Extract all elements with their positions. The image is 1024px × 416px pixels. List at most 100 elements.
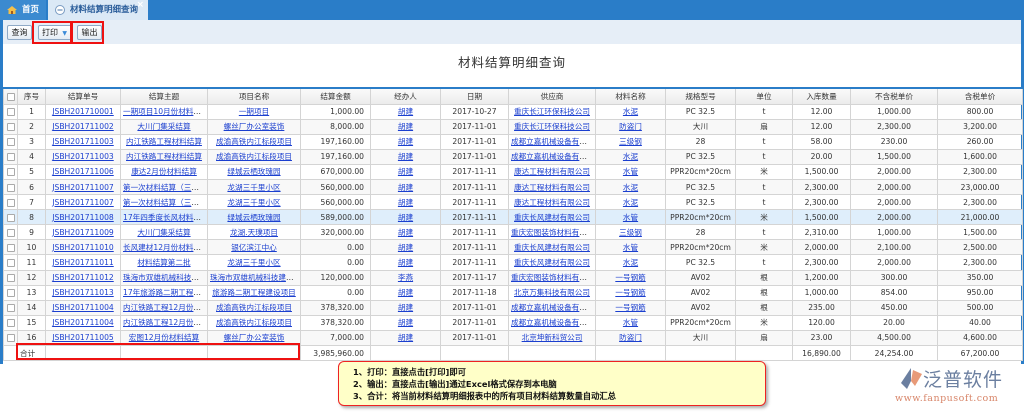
cell-link[interactable]: 珠海市双雄机械科技建设项目 <box>210 273 301 283</box>
cell-link[interactable]: 重庆宏图装饰材料有限公司 <box>511 227 596 237</box>
cell-link[interactable]: 一号钢筋 <box>615 303 646 313</box>
cell-link[interactable]: 康达工程材料有限公司 <box>514 182 590 192</box>
cell-link[interactable]: JSBH201711006 <box>52 167 114 177</box>
tab-home[interactable]: 首页 <box>0 0 46 20</box>
cell-link[interactable]: JSBH201711003 <box>52 152 114 162</box>
cell-link[interactable]: 一号钢筋 <box>615 273 646 283</box>
tab-material-settlement[interactable]: 材料结算明细查询 × <box>48 0 148 20</box>
cell-link[interactable]: JSBH201711003 <box>52 137 114 147</box>
checkbox[interactable] <box>6 228 15 237</box>
cell-link[interactable]: 胡建 <box>397 303 414 313</box>
cell-link[interactable]: 重庆长江环保科技公司 <box>514 122 590 132</box>
cell-link[interactable]: 康达工程材料有限公司 <box>514 197 590 207</box>
cell-link[interactable]: JSBH201711011 <box>52 257 114 267</box>
cell-link[interactable]: 胡建 <box>397 288 414 298</box>
cell-link[interactable]: 胡建 <box>397 152 414 162</box>
table-row[interactable]: 11 JSBH201711011 材料结算第二批 龙湖三千里小区 0.00 胡建 2017-… <box>3 254 1023 271</box>
cell-link[interactable]: 水泥 <box>622 152 639 162</box>
cell-link[interactable]: 银亿滨江中心 <box>231 242 277 252</box>
cell-link[interactable]: JSBH201711007 <box>52 197 114 207</box>
cell-link[interactable]: 康达工程材料有限公司 <box>514 167 590 177</box>
cell-link[interactable]: JSBH201711013 <box>52 288 114 298</box>
table-row[interactable]: 10 JSBH201711010 长风建材12月份材料结算 银亿滨江中心 0.00 胡建 2… <box>3 239 1023 256</box>
checkbox[interactable] <box>6 213 15 222</box>
row-checkbox-cell[interactable] <box>3 194 18 211</box>
cell-link[interactable]: 胡建 <box>397 318 414 328</box>
cell-link[interactable]: 胡建 <box>397 333 414 343</box>
cell-link[interactable]: 胡建 <box>397 197 414 207</box>
cell-link[interactable]: JSBH201711004 <box>52 318 114 328</box>
export-button[interactable]: 输出 <box>77 25 102 40</box>
cell-link[interactable]: 成都立嘉机械设备有限公司 <box>511 137 596 147</box>
cell-link[interactable]: JSBH201710001 <box>52 107 114 117</box>
cell-link[interactable]: 大川门集采结算 <box>137 122 191 132</box>
checkbox[interactable] <box>6 92 15 101</box>
cell-link[interactable]: JSBH201711002 <box>52 122 114 132</box>
checkbox[interactable] <box>6 183 15 192</box>
cell-link[interactable]: 防盗门 <box>619 333 642 343</box>
cell-link[interactable]: 珠海市双雄机械科技建设 <box>123 273 207 283</box>
cell-link[interactable]: 成渝高铁内江标段项目 <box>216 318 292 328</box>
cell-link[interactable]: 旅游路二期工程建设项目 <box>212 288 296 298</box>
cell-link[interactable]: JSBH201711010 <box>52 242 114 252</box>
cell-link[interactable]: 胡建 <box>397 167 414 177</box>
table-row[interactable]: 9 JSBH201711009 大川门集采结算 龙湖.天璞项目 320,000.00 胡建… <box>3 224 1023 241</box>
cell-link[interactable]: 龙湖.天璞项目 <box>230 227 278 237</box>
cell-link[interactable]: JSBH201711008 <box>52 212 114 222</box>
cell-link[interactable]: 螺丝厂办公室装饰 <box>223 122 285 132</box>
cell-link[interactable]: 康达2月份材料结算 <box>131 167 197 177</box>
row-checkbox-cell[interactable] <box>3 133 18 150</box>
row-checkbox-cell[interactable] <box>3 284 18 301</box>
cell-link[interactable]: 胡建 <box>397 257 414 267</box>
cell-link[interactable]: 一号钢筋 <box>615 288 646 298</box>
checkbox[interactable] <box>6 334 15 343</box>
cell-link[interactable]: 17年旅游路二期工程结算 <box>123 288 208 298</box>
cell-link[interactable]: 龙湖三千里小区 <box>227 257 281 267</box>
checkbox[interactable] <box>6 138 15 147</box>
table-row[interactable]: 3 JSBH201711003 内江铁路工程材料结算 成渝高铁内江标段项目 197,16… <box>3 133 1023 150</box>
cell-link[interactable]: JSBH201711012 <box>52 273 114 283</box>
row-checkbox-cell[interactable] <box>3 314 18 331</box>
table-row[interactable]: 8 JSBH201711008 17年四季度长风材料结算 绿城云栖玫瑰园 589,000… <box>3 209 1023 226</box>
cell-link[interactable]: 成渝高铁内江标段项目 <box>216 137 292 147</box>
cell-link[interactable]: 一期项目 <box>238 107 270 117</box>
table-row[interactable]: 13 JSBH201711013 17年旅游路二期工程结算 旅游路二期工程建设项目 0.… <box>3 284 1023 301</box>
cell-link[interactable]: 胡建 <box>397 242 414 252</box>
cell-link[interactable]: 水管 <box>622 212 639 222</box>
cell-link[interactable]: 三级钢 <box>619 227 642 237</box>
cell-link[interactable]: 成渝高铁内江标段项目 <box>216 303 292 313</box>
cell-link[interactable]: 重庆宏图装饰材料有限公司 <box>511 273 596 283</box>
cell-link[interactable]: 水泥 <box>622 107 639 117</box>
cell-link[interactable]: 第一次材料结算（三千里） <box>123 197 208 207</box>
cell-link[interactable]: 重庆长风建材有限公司 <box>514 242 590 252</box>
cell-link[interactable]: JSBH201711004 <box>52 303 114 313</box>
checkbox[interactable] <box>6 198 15 207</box>
cell-link[interactable]: 龙湖三千里小区 <box>227 197 281 207</box>
checkbox[interactable] <box>6 289 15 298</box>
table-row[interactable]: 2 JSBH201711002 大川门集采结算 螺丝厂办公室装饰 8,000.00 胡建 2… <box>3 118 1023 135</box>
cell-link[interactable]: 防盗门 <box>619 122 642 132</box>
checkbox[interactable] <box>6 319 15 328</box>
cell-link[interactable]: 胡建 <box>397 212 414 222</box>
cell-link[interactable]: 成渝高铁内江标段项目 <box>216 152 292 162</box>
checkbox[interactable] <box>6 168 15 177</box>
cell-link[interactable]: 北京坤新科贸公司 <box>521 333 583 343</box>
cell-link[interactable]: JSBH201711005 <box>52 333 114 343</box>
cell-link[interactable]: 内江铁路工程12月份结算 <box>123 318 208 328</box>
cell-link[interactable]: 绿城云栖玫瑰园 <box>227 167 281 177</box>
checkbox[interactable] <box>6 243 15 252</box>
row-checkbox-cell[interactable] <box>3 299 18 316</box>
cell-link[interactable]: 北京万集科技有限公司 <box>514 288 590 298</box>
select-all-checkbox[interactable] <box>3 87 18 105</box>
cell-link[interactable]: 胡建 <box>397 107 414 117</box>
table-row[interactable]: 5 JSBH201711006 康达2月份材料结算 绿城云栖玫瑰园 670,000.00… <box>3 163 1023 180</box>
cell-link[interactable]: 成都立嘉机械设备有限公司 <box>511 318 596 328</box>
table-row[interactable]: 1 JSBH201710001 一期项目10月份材料结算 一期项目 1,000.00 胡建… <box>3 103 1023 120</box>
checkbox[interactable] <box>6 153 15 162</box>
cell-link[interactable]: 水管 <box>622 318 639 328</box>
cell-link[interactable]: 胡建 <box>397 122 414 132</box>
table-row[interactable]: 4 JSBH201711003 内江铁路工程材料结算 成渝高铁内江标段项目 197,16… <box>3 148 1023 165</box>
checkbox[interactable] <box>6 258 15 267</box>
cell-link[interactable]: 水管 <box>622 242 639 252</box>
row-checkbox-cell[interactable] <box>3 148 18 165</box>
